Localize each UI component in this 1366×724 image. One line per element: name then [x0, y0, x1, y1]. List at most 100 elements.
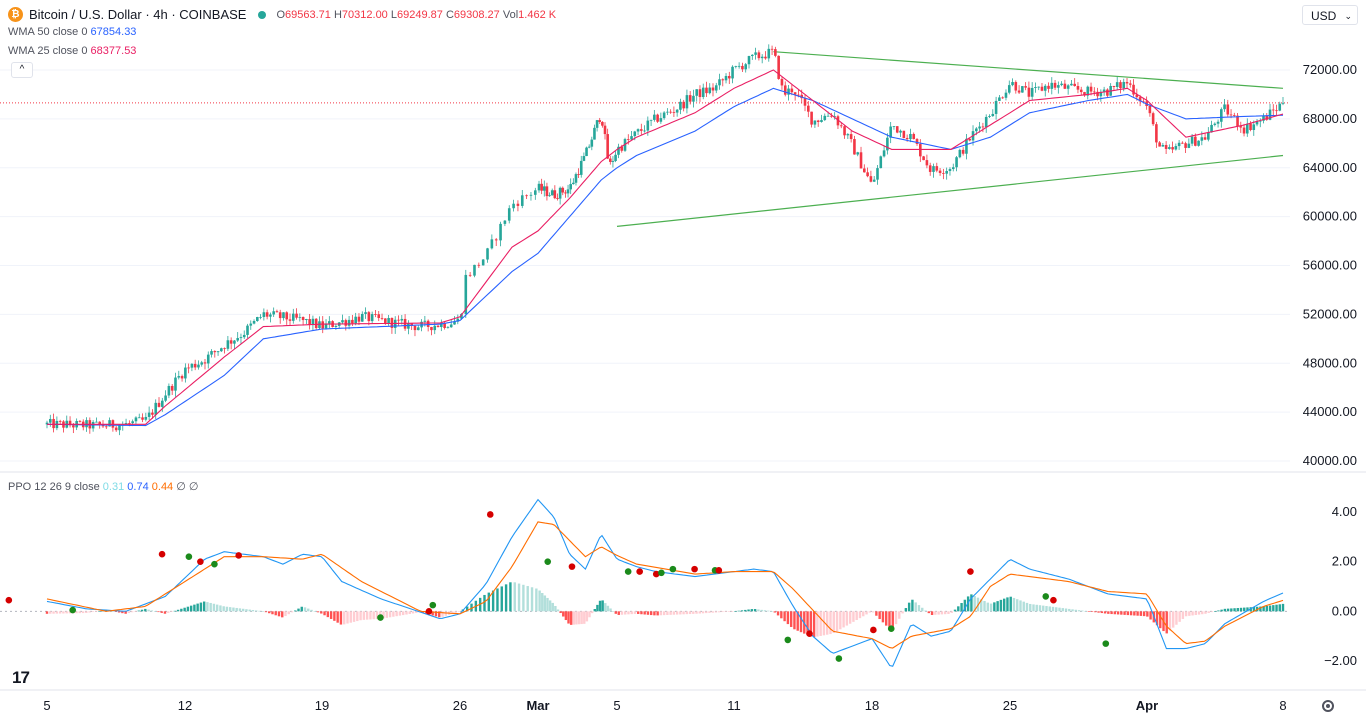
- ppo-histogram-bar: [193, 604, 196, 612]
- ppo-histogram-bar: [496, 588, 499, 612]
- trendline-upper: [773, 51, 1284, 89]
- ppo-histogram-bar: [62, 611, 65, 614]
- wma25-legend[interactable]: WMA 25 close 0 68377.53: [8, 45, 136, 57]
- ppo-histogram-bar: [212, 603, 216, 612]
- currency-select[interactable]: USD ⌄: [1302, 5, 1358, 25]
- ppo-setting-icon-1[interactable]: ∅: [176, 481, 186, 493]
- tradingview-logo: 17: [12, 668, 30, 687]
- ppo-histogram-bar: [572, 611, 575, 625]
- ppo-histogram-bar: [369, 611, 372, 620]
- ppo-cross-point: [197, 558, 204, 565]
- ppo-histogram-bar: [1210, 611, 1214, 613]
- ppo-histogram-bar: [1032, 604, 1035, 612]
- time-axis-label: 5: [613, 698, 620, 713]
- candle: [928, 165, 932, 172]
- candle: [1086, 86, 1090, 96]
- candle: [1197, 140, 1200, 146]
- candle: [849, 134, 853, 140]
- ppo-histogram-bar: [1233, 608, 1236, 612]
- candle: [114, 427, 118, 431]
- ppo-histogram-bar: [454, 611, 457, 613]
- candle: [1096, 91, 1099, 97]
- candle: [1017, 90, 1021, 93]
- ppo-histogram-bar: [730, 611, 734, 612]
- ppo-histogram-bar: [1197, 611, 1201, 615]
- candle: [564, 192, 567, 194]
- ppo-histogram-bar: [1113, 611, 1117, 615]
- ppo-histogram-bar: [1090, 611, 1094, 612]
- ppo-histogram-bar: [930, 611, 934, 615]
- candle: [141, 417, 144, 420]
- ppo-histogram-bar: [865, 611, 868, 615]
- ppo-histogram-bar: [1194, 611, 1198, 616]
- candle: [1203, 137, 1207, 140]
- ppo-histogram-bar: [375, 611, 379, 620]
- ppo-histogram-bar: [630, 611, 633, 615]
- ppo-histogram-bar: [983, 600, 986, 612]
- candle: [440, 322, 443, 328]
- chevron-up-icon[interactable]: ^: [11, 62, 33, 78]
- ppo-histogram-bar: [598, 600, 602, 612]
- ppo-histogram-bar: [88, 611, 91, 613]
- candle: [810, 111, 813, 125]
- ppo-histogram-bar: [1204, 611, 1207, 614]
- ppo-histogram-bar: [1025, 602, 1029, 612]
- candle: [184, 367, 187, 379]
- volume-value: 1.462 K: [518, 8, 557, 21]
- ppo-histogram-bar: [819, 611, 822, 636]
- candle: [682, 101, 685, 109]
- ppo-histogram-bar: [770, 611, 773, 612]
- candle: [341, 320, 344, 323]
- candle: [460, 313, 463, 319]
- candle: [265, 312, 269, 317]
- candle: [1079, 89, 1083, 93]
- ppo-histogram-bar: [593, 609, 596, 612]
- candle: [558, 187, 562, 199]
- settings-icon[interactable]: [1322, 700, 1334, 712]
- candle: [1106, 89, 1109, 96]
- ppo-histogram-bar: [1055, 607, 1058, 612]
- ppo-histogram-bar: [569, 611, 573, 625]
- candle: [577, 174, 580, 175]
- ppo-histogram-bar: [734, 611, 737, 612]
- ppo-histogram-bar: [1087, 611, 1091, 612]
- ppo-histogram-bar: [522, 584, 525, 612]
- candle: [889, 126, 892, 138]
- ppo-setting-icon-2[interactable]: ∅: [188, 481, 199, 493]
- candle: [446, 327, 450, 329]
- ppo-cross-point: [624, 568, 632, 575]
- time-axis-label: 8: [1279, 698, 1286, 713]
- ppo-histogram-bar: [261, 611, 264, 612]
- wma50-legend[interactable]: WMA 50 close 0 67854.33: [8, 26, 136, 38]
- ppo-histogram-bar: [894, 611, 898, 625]
- candle: [134, 417, 138, 422]
- candle: [397, 319, 400, 321]
- candle: [229, 340, 233, 344]
- candle: [1278, 103, 1282, 111]
- ppo-histogram-bar: [1207, 611, 1210, 613]
- candle: [902, 130, 906, 138]
- candle: [226, 340, 230, 349]
- ppo-histogram-bar: [575, 611, 578, 625]
- ppo-histogram-bar: [1230, 608, 1233, 612]
- ppo-histogram-bar: [235, 607, 238, 612]
- ppo-histogram-bar: [627, 611, 630, 615]
- candle: [473, 264, 476, 276]
- candle: [803, 98, 807, 106]
- ppo-histogram-bar: [483, 594, 486, 612]
- candle: [288, 319, 292, 321]
- ppo-histogram-bar: [1259, 606, 1262, 612]
- ppo-legend[interactable]: PPO 12 26 9 close 0.31 0.74 0.44 ∅ ∅: [8, 480, 199, 493]
- candle: [1184, 143, 1187, 148]
- ppo-histogram-bar: [1103, 611, 1107, 614]
- price-axis-label: 56000.00: [1303, 258, 1357, 273]
- candle: [1164, 144, 1168, 149]
- ppo-histogram-bar: [225, 606, 229, 612]
- candle: [1161, 144, 1165, 147]
- ppo-histogram-bar: [196, 603, 199, 612]
- ppo-histogram-bar: [585, 611, 589, 622]
- candle: [520, 195, 524, 206]
- candle: [262, 312, 266, 317]
